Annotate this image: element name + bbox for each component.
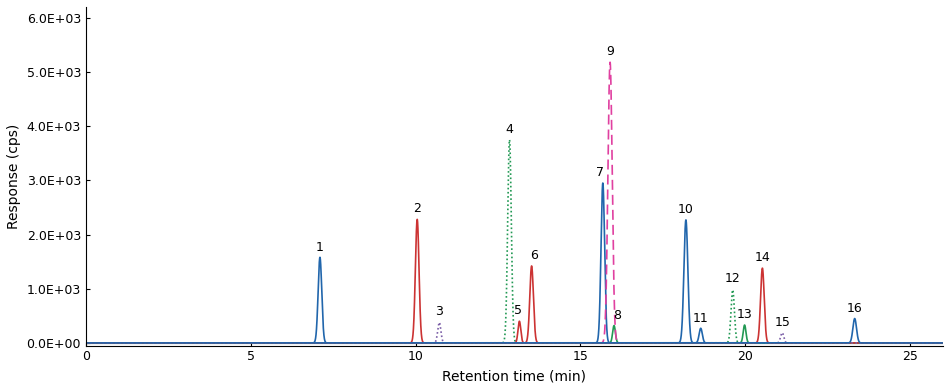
Text: 14: 14 — [754, 251, 770, 264]
Text: 7: 7 — [596, 166, 603, 179]
Y-axis label: Response (cps): Response (cps) — [7, 124, 21, 229]
Text: 11: 11 — [693, 312, 709, 324]
Text: 8: 8 — [613, 309, 620, 322]
Text: 12: 12 — [725, 273, 741, 285]
Text: 16: 16 — [846, 302, 863, 315]
Text: 6: 6 — [530, 249, 539, 262]
Text: 9: 9 — [606, 45, 614, 58]
Text: 1: 1 — [316, 241, 324, 254]
Text: 5: 5 — [514, 305, 522, 317]
Text: 15: 15 — [774, 316, 790, 329]
X-axis label: Retention time (min): Retention time (min) — [443, 369, 586, 383]
Text: 3: 3 — [435, 305, 444, 318]
Text: 13: 13 — [736, 308, 752, 321]
Text: 10: 10 — [678, 202, 694, 216]
Text: 2: 2 — [413, 202, 421, 215]
Text: 4: 4 — [505, 123, 513, 136]
